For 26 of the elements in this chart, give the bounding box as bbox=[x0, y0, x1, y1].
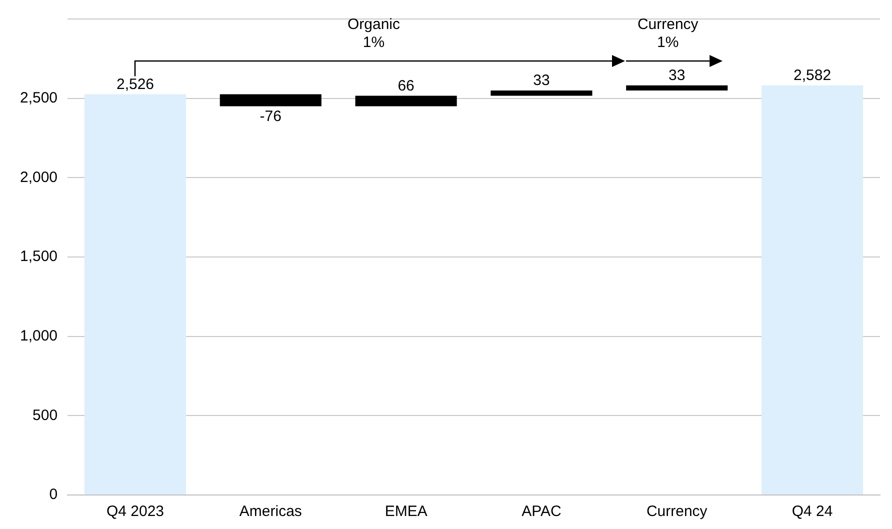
x-tick-label: APAC bbox=[522, 503, 562, 520]
data-label: 2,526 bbox=[116, 76, 154, 93]
annotation: Currency 1% bbox=[636, 16, 700, 52]
y-tick-label: 1,500 bbox=[20, 248, 58, 266]
data-label: 66 bbox=[398, 77, 414, 94]
bar bbox=[355, 96, 457, 106]
bar bbox=[762, 85, 864, 494]
y-tick-label: 2,000 bbox=[20, 168, 58, 186]
y-tick-label: 0 bbox=[49, 486, 58, 504]
x-tick-label: EMEA bbox=[384, 503, 428, 520]
bar bbox=[220, 94, 322, 106]
y-tick-label: 2,500 bbox=[20, 89, 58, 106]
bar bbox=[84, 94, 186, 494]
y-tick-label: 1,000 bbox=[20, 327, 58, 344]
bar bbox=[626, 85, 728, 91]
annotation: Organic 1% bbox=[346, 16, 401, 52]
x-tick-label: Currency bbox=[646, 503, 708, 520]
x-tick-label: Q4 2023 bbox=[106, 503, 164, 520]
x-tick-label: Americas bbox=[239, 503, 302, 520]
data-label: 2,582 bbox=[794, 66, 832, 84]
x-tick-label: Q4 24 bbox=[792, 503, 833, 520]
data-label: 33 bbox=[668, 66, 686, 84]
data-label: 33 bbox=[533, 72, 550, 90]
y-tick-label: 500 bbox=[32, 406, 58, 424]
bar bbox=[490, 90, 592, 96]
data-label: -76 bbox=[260, 108, 282, 125]
